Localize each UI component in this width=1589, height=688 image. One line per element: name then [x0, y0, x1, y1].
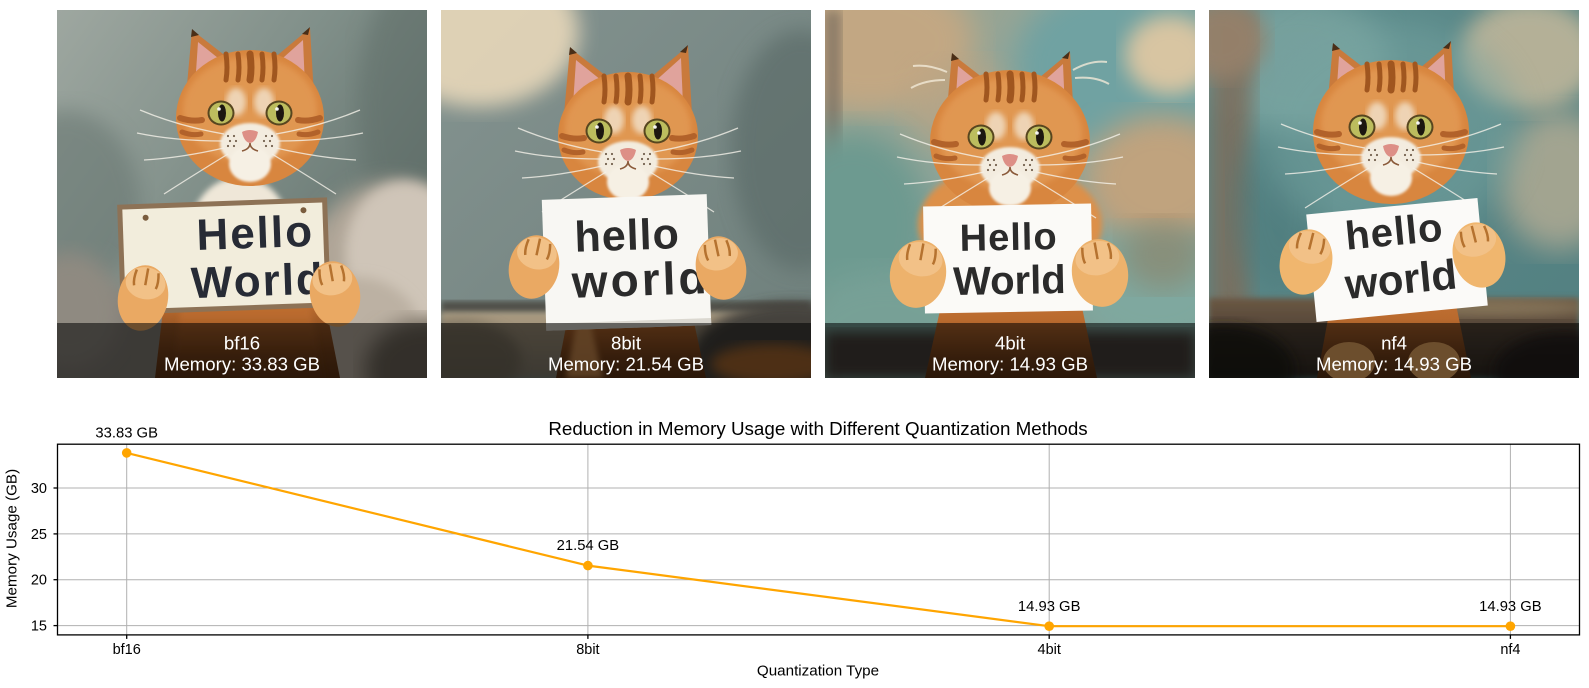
svg-text:hello: hello — [1343, 206, 1445, 259]
svg-text:hello: hello — [574, 210, 681, 262]
svg-text:world: world — [570, 251, 710, 308]
svg-text:World: World — [953, 258, 1066, 304]
svg-text:14.93 GB: 14.93 GB — [1018, 599, 1081, 615]
svg-text:Hello: Hello — [959, 216, 1058, 260]
svg-text:Memory Usage (GB): Memory Usage (GB) — [4, 469, 21, 608]
svg-text:8bit: 8bit — [611, 333, 642, 354]
svg-text:World: World — [190, 255, 325, 309]
svg-text:4bit: 4bit — [995, 333, 1026, 354]
svg-text:4bit: 4bit — [1038, 642, 1061, 658]
svg-text:nf4: nf4 — [1381, 333, 1407, 354]
svg-text:8bit: 8bit — [576, 642, 599, 658]
svg-text:world: world — [1342, 250, 1459, 308]
svg-text:15: 15 — [31, 619, 47, 635]
svg-text:Memory: 14.93 GB: Memory: 14.93 GB — [932, 354, 1088, 375]
svg-text:30: 30 — [31, 481, 47, 497]
svg-text:Memory: 21.54 GB: Memory: 21.54 GB — [548, 354, 704, 375]
svg-text:bf16: bf16 — [113, 642, 141, 658]
svg-text:Reduction in Memory Usage with: Reduction in Memory Usage with Different… — [548, 418, 1087, 439]
svg-text:21.54 GB: 21.54 GB — [557, 538, 620, 554]
svg-text:bf16: bf16 — [224, 333, 260, 354]
svg-text:Quantization Type: Quantization Type — [757, 663, 879, 680]
svg-text:Memory: 14.93 GB: Memory: 14.93 GB — [1316, 354, 1472, 375]
svg-text:nf4: nf4 — [1500, 642, 1520, 658]
svg-text:33.83 GB: 33.83 GB — [95, 426, 158, 442]
svg-text:25: 25 — [31, 527, 47, 543]
svg-text:Memory: 33.83 GB: Memory: 33.83 GB — [164, 354, 320, 375]
svg-text:20: 20 — [31, 573, 47, 589]
svg-text:14.93 GB: 14.93 GB — [1479, 599, 1542, 615]
svg-text:Hello: Hello — [196, 207, 315, 260]
